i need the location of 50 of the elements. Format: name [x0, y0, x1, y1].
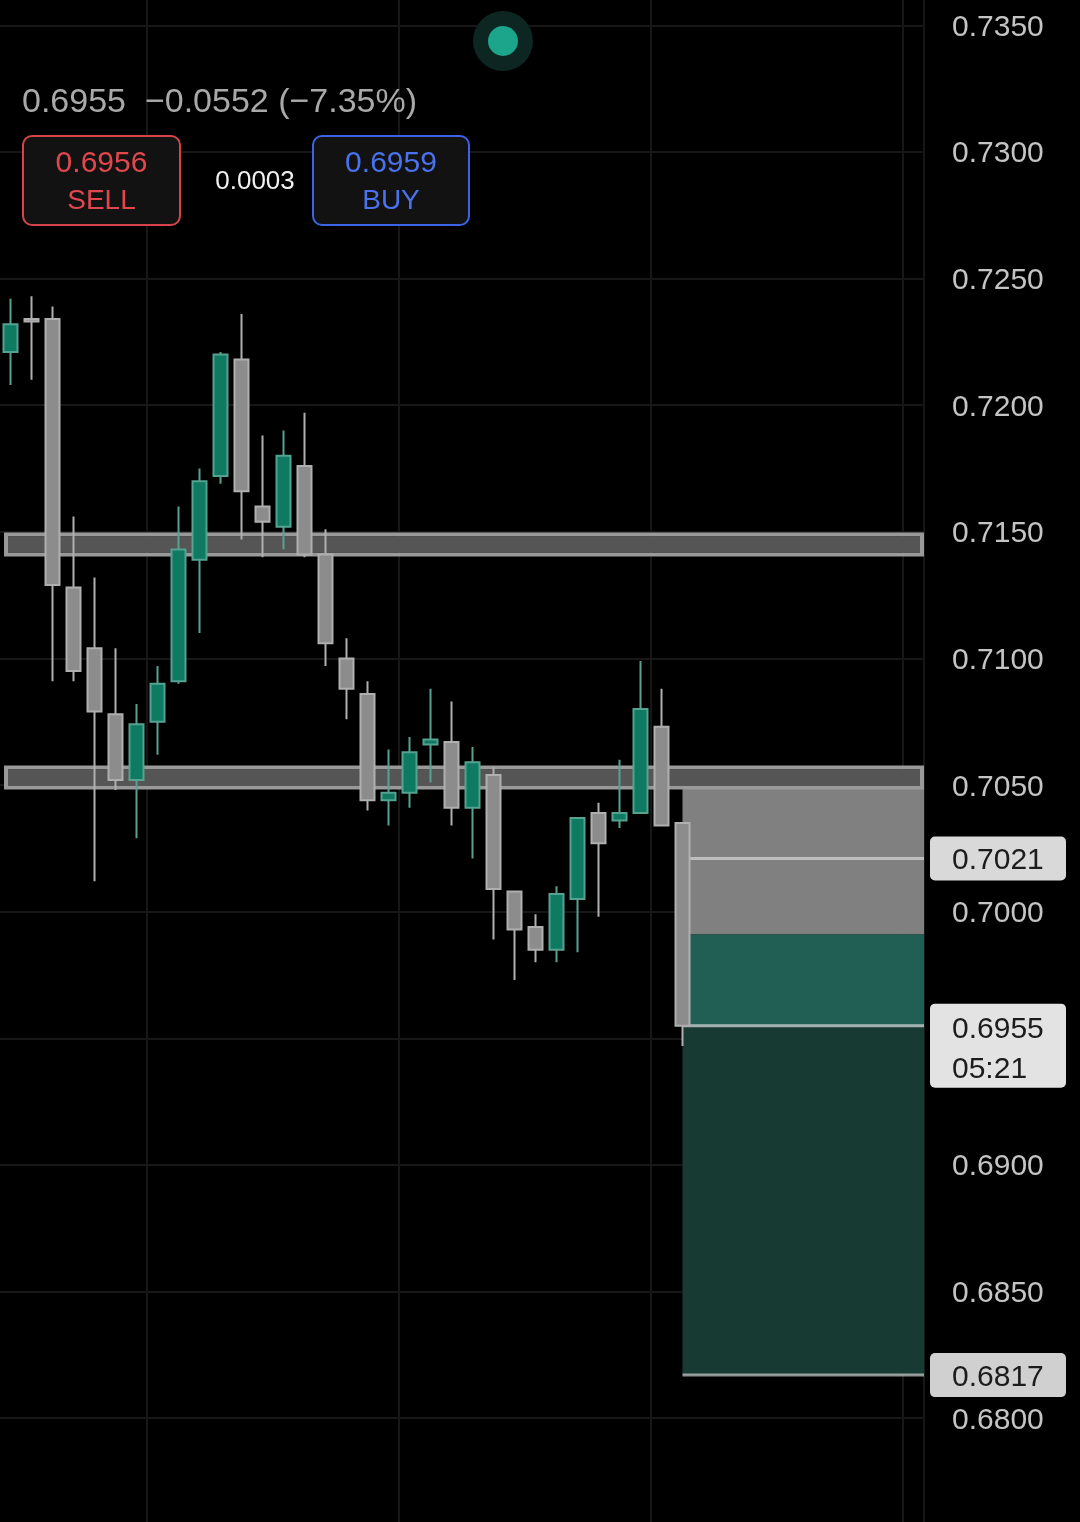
candlestick [23, 295, 40, 381]
candlestick [191, 467, 208, 635]
text: 0.6955 −0.0552 (−7.35%) [22, 80, 418, 120]
y-tick-label: 0.7000 [952, 895, 1044, 929]
candlestick [527, 913, 544, 964]
candlestick [422, 687, 439, 784]
y-tick-label: 0.7200 [952, 388, 1044, 422]
y-tick-label: 0.7250 [952, 262, 1044, 296]
ref-line-label: 0.6955 05:21 [952, 1011, 1044, 1085]
candlestick [506, 890, 523, 982]
candlestick [107, 647, 124, 792]
candlestick [569, 816, 586, 954]
y-tick-label: 0.6900 [952, 1148, 1044, 1182]
candlestick [338, 637, 355, 721]
candlestick [485, 766, 502, 941]
candlestick [275, 429, 292, 551]
candlestick [611, 758, 628, 830]
candlestick [464, 746, 481, 860]
annotation: 0.6956 SELL [55, 143, 148, 217]
y-tick-label: 0.7300 [952, 135, 1044, 169]
candlestick [254, 434, 271, 559]
candlestick [65, 515, 82, 683]
candlestick [170, 505, 187, 685]
annotation: 0.6959 BUY [345, 143, 437, 217]
candlestick [653, 687, 670, 827]
candlestick [359, 680, 376, 812]
candlestick [2, 297, 19, 386]
y-tick-label: 0.6800 [952, 1401, 1044, 1435]
candlestick [296, 411, 313, 559]
ref-line-label: 0.7021 [952, 842, 1044, 875]
y-tick-label: 0.6850 [952, 1275, 1044, 1309]
y-tick-label: 0.7050 [952, 768, 1044, 802]
candlestick [632, 659, 649, 814]
candlestick [548, 885, 565, 964]
candlestick [401, 735, 418, 809]
candlestick [233, 313, 250, 541]
candlestick [44, 305, 61, 683]
candlestick [590, 801, 607, 918]
y-tick-label: 0.7100 [952, 641, 1044, 675]
candlestick [317, 528, 334, 668]
candlestick [380, 748, 397, 827]
y-tick-label: 0.7350 [952, 8, 1044, 42]
y-tick-label: 0.7150 [952, 515, 1044, 549]
annotation: 0.0003 [215, 164, 295, 197]
candlestick [443, 700, 460, 827]
candlestick [212, 351, 229, 485]
ref-line-label: 0.6817 [952, 1358, 1044, 1392]
candlestick [128, 703, 145, 840]
candlestick [86, 576, 103, 883]
candlestick [149, 665, 166, 756]
